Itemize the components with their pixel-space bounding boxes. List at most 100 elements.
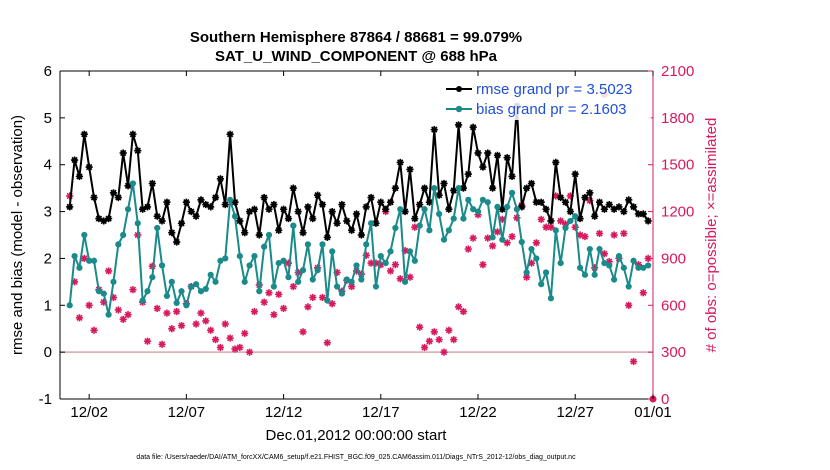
bias-point [397, 206, 404, 213]
marker-stroke [431, 328, 438, 335]
obs-point [425, 337, 434, 345]
rmse-point-star [211, 193, 220, 202]
marker-stroke [144, 338, 151, 345]
rmse-point-star [479, 163, 487, 171]
marker-stroke [421, 184, 428, 192]
rmse-point-star [508, 172, 516, 181]
marker-stroke [426, 338, 433, 345]
rmse-point-star [416, 200, 424, 209]
rmse-point-star [576, 215, 584, 223]
rmse-point-star [440, 179, 448, 188]
bias-point [426, 227, 433, 234]
bias-point [547, 295, 555, 302]
marker-stroke [309, 215, 316, 222]
bias-point [270, 283, 277, 290]
marker-stroke [270, 201, 278, 208]
rmse-point-star [425, 198, 434, 206]
marker-stroke [392, 184, 399, 192]
rmse-point-star [333, 219, 341, 227]
marker-stroke [367, 259, 375, 267]
marker-stroke [251, 206, 258, 213]
obs-point [90, 326, 98, 334]
marker-stroke [134, 147, 141, 154]
rmse-point-star [591, 212, 599, 220]
obs-point [192, 320, 200, 328]
y2-tick-label: 300 [661, 344, 686, 361]
bias-point [436, 210, 443, 218]
rmse-point-star [66, 203, 74, 211]
obs-point [245, 348, 254, 356]
rmse-point-star [255, 231, 263, 239]
bias-point [518, 238, 525, 246]
marker-stroke [154, 213, 161, 220]
rmse-point-star [420, 184, 429, 192]
rmse-point-star [552, 158, 560, 166]
marker-stroke [353, 210, 360, 218]
obs-point [430, 328, 438, 336]
marker-stroke [71, 156, 78, 164]
obs-point [581, 232, 589, 241]
obs-point [299, 328, 307, 336]
marker-stroke [333, 220, 341, 227]
bias-point [178, 288, 185, 295]
rmse-point-star [372, 219, 380, 227]
bias-point [290, 222, 297, 229]
bias-point [470, 206, 477, 213]
rmse-point-star [352, 210, 361, 218]
series-rmse [66, 102, 652, 246]
rmse-point-star [328, 207, 336, 216]
bias-point [630, 257, 637, 264]
bias-point [367, 220, 375, 227]
marker-stroke [591, 213, 598, 220]
bias-point [304, 241, 311, 248]
rmse-point-star [90, 193, 98, 202]
bias-point [192, 281, 200, 288]
bias-point [645, 262, 652, 269]
marker-stroke [168, 229, 175, 236]
bias-point [591, 271, 598, 278]
marker-stroke [81, 131, 88, 138]
marker-stroke [469, 234, 477, 242]
bias-point [450, 215, 457, 222]
bias-point [562, 224, 569, 232]
marker-stroke [465, 245, 472, 253]
obs-point [396, 275, 404, 283]
rmse-point-star [362, 203, 370, 211]
bias-point [81, 231, 88, 239]
marker-stroke [372, 220, 380, 227]
rmse-point-star [566, 207, 574, 216]
rmse-point-star [275, 226, 283, 234]
bias-point [392, 224, 399, 232]
bias-point [256, 288, 263, 295]
marker-stroke [319, 201, 326, 208]
rmse-point-star [109, 189, 118, 197]
bias-point [620, 264, 627, 271]
chart-subtitle: SAT_U_WIND_COMPONENT @ 688 hPa [215, 48, 498, 65]
marker-stroke [440, 180, 448, 187]
bias-point [212, 278, 219, 285]
rmse-line [68, 106, 649, 245]
rmse-point-star [80, 130, 88, 138]
bias-point [139, 297, 146, 304]
marker-stroke [494, 228, 501, 236]
obs-point [105, 267, 113, 275]
bias-point [197, 288, 205, 295]
rmse-point-star [241, 229, 249, 237]
obs-point [250, 307, 259, 316]
obs-point [508, 232, 516, 241]
marker-stroke [265, 206, 273, 213]
rmse-point-star [129, 130, 137, 138]
rmse-point-star [367, 193, 375, 202]
obs-point [226, 334, 234, 342]
bias-point [513, 206, 521, 213]
bias-point [533, 255, 540, 262]
bias-point [557, 260, 564, 267]
obs-point [265, 289, 273, 297]
rmse-point-star [484, 149, 492, 157]
marker-stroke [640, 210, 647, 218]
legend-bias-marker [455, 105, 463, 113]
rmse-point-star [207, 203, 215, 211]
bias-point [528, 245, 535, 253]
rmse-point-star [250, 205, 259, 213]
obs-point [173, 307, 181, 316]
